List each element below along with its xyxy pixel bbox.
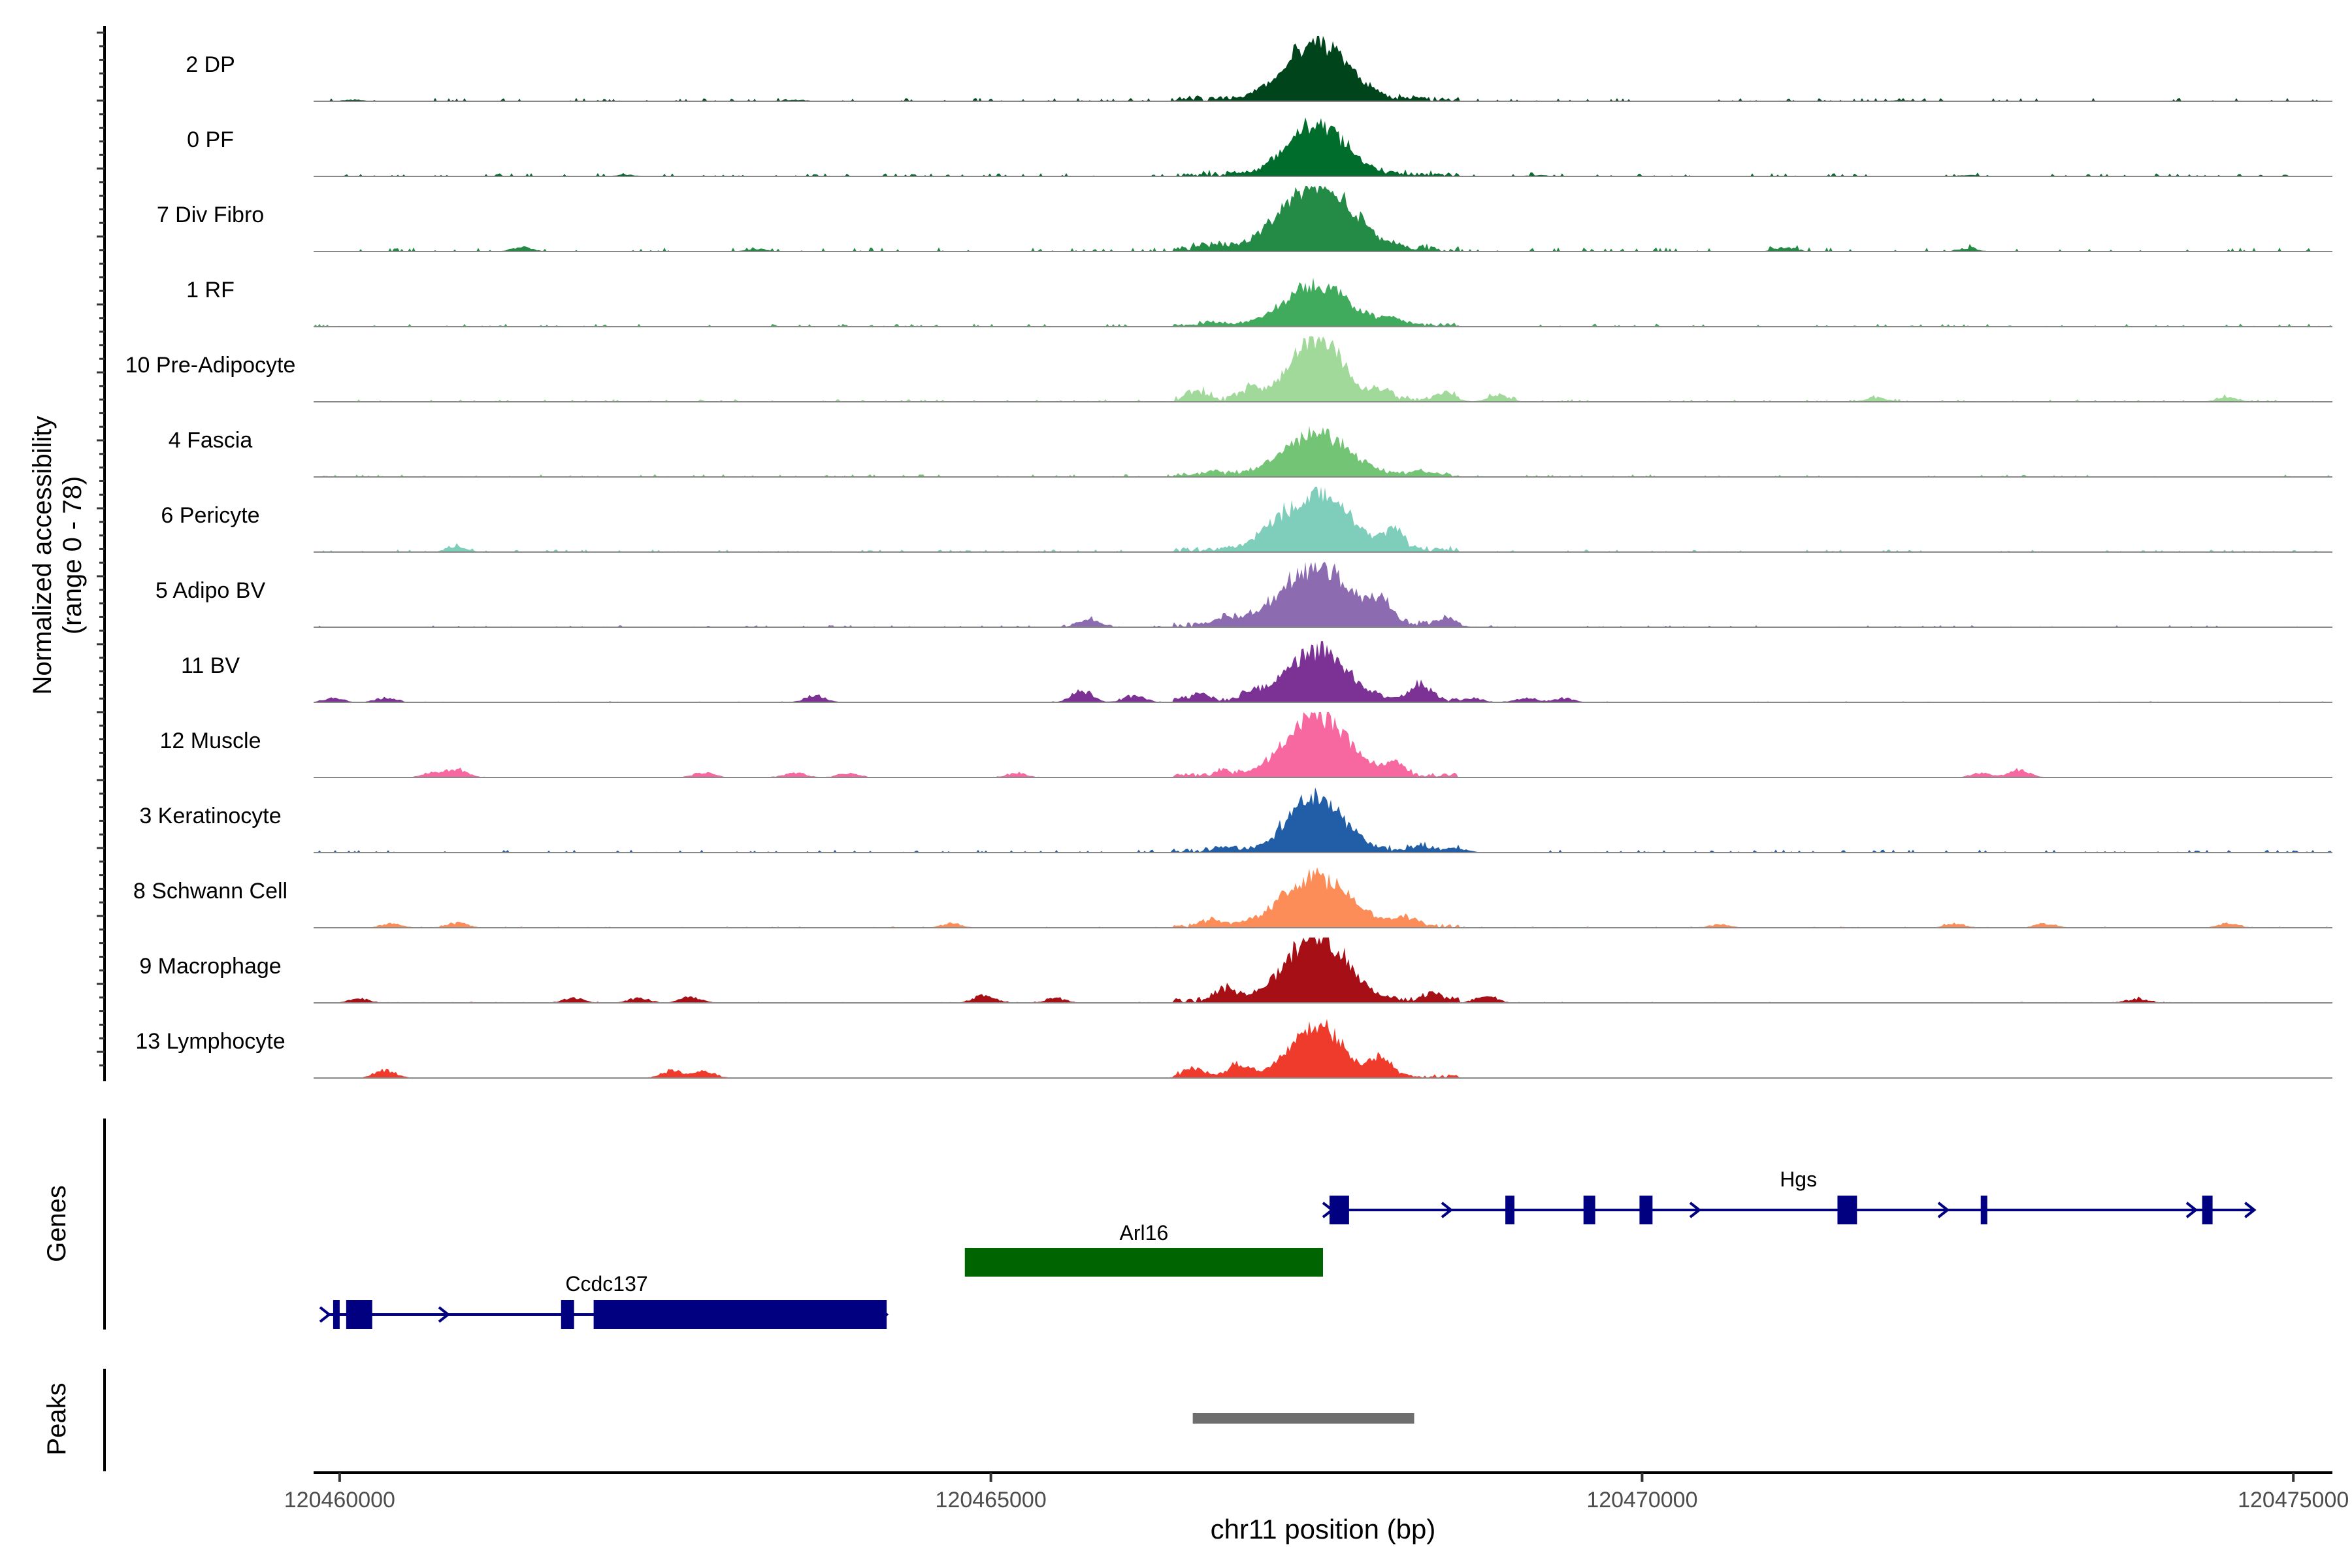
track-label: 11 BV: [181, 653, 240, 678]
strand-arrow: [2244, 1201, 2257, 1218]
track-1: 0 PF: [187, 117, 2332, 177]
gene-exon: [1837, 1196, 1857, 1224]
y-axis-title: Normalized accessibility: [28, 416, 57, 695]
gene-exon: [1583, 1196, 1595, 1224]
track-label: 10 Pre-Adipocyte: [125, 353, 296, 378]
track-0: 2 DP: [186, 36, 2332, 102]
peaks-panel-title: Peaks: [42, 1382, 71, 1455]
gene-name: Ccdc137: [565, 1272, 647, 1296]
gene-name: Arl16: [1120, 1221, 1169, 1245]
gene-arl16: Arl16: [964, 1221, 1323, 1277]
track-label: 0 PF: [187, 127, 234, 152]
strand-arrow: [1689, 1201, 1702, 1218]
track-label: 1 RF: [186, 278, 235, 302]
track-10: 3 Keratinocyte: [139, 787, 2332, 853]
peak-region: [1192, 1413, 1414, 1424]
peak-regions: [1192, 1413, 1414, 1424]
x-axis-ticks: 120460000 120465000 120470000 120475000: [284, 1473, 2349, 1512]
track-label: 5 Adipo BV: [155, 578, 266, 603]
gene-exon: [593, 1300, 887, 1329]
track-label: 2 DP: [186, 52, 235, 77]
track-5: 4 Fascia: [169, 425, 2332, 478]
strand-arrow: [2185, 1201, 2198, 1218]
gene-exon: [2202, 1196, 2213, 1224]
strand-arrow: [1441, 1201, 1454, 1218]
coverage-area: [314, 117, 2332, 176]
gene-exon: [1329, 1196, 1349, 1224]
strand-arrow: [319, 1306, 332, 1323]
genes-panel-title: Genes: [42, 1185, 71, 1262]
gene-exon: [333, 1300, 340, 1329]
track-label: 3 Keratinocyte: [139, 804, 281, 828]
coverage-area: [314, 938, 2332, 1003]
coverage-tracks-panel: Normalized accessibility (range 0 - 78) …: [28, 26, 2332, 1081]
coverage-y-ticks: [97, 31, 105, 1067]
gene-exon: [1980, 1196, 1987, 1224]
track-6: 6 Pericyte: [161, 487, 2332, 553]
gene-exon: [964, 1248, 1323, 1277]
gene-exon: [561, 1300, 574, 1329]
track-4: 10 Pre-Adipocyte: [125, 336, 2332, 402]
track-label: 6 Pericyte: [161, 503, 259, 528]
peaks-panel: Peaks: [42, 1369, 1414, 1471]
x-tick-label: 120470000: [1586, 1488, 1697, 1512]
strand-arrow: [438, 1306, 451, 1323]
gene-models: Hgs Arl16 Ccdc137: [319, 1168, 2257, 1329]
coverage-tracks: 2 DP 0 PF 7 Div Fibro 1 RF 10 Pre-Adipocyte 4…: [125, 36, 2332, 1079]
gene-ccdc137: Ccdc137: [319, 1272, 889, 1329]
track-12: 9 Macrophage: [139, 938, 2332, 1004]
track-label: 8 Schwann Cell: [133, 879, 287, 904]
x-tick-label: 120475000: [2238, 1488, 2349, 1512]
coverage-area: [314, 712, 2332, 777]
track-label: 9 Macrophage: [139, 954, 281, 979]
x-tick-label: 120465000: [936, 1488, 1047, 1512]
track-label: 12 Muscle: [160, 728, 261, 753]
track-2: 7 Div Fibro: [157, 186, 2332, 252]
x-tick-label: 120460000: [284, 1488, 395, 1512]
genes-panel: Genes Hgs Arl16 Ccdc137: [42, 1119, 2257, 1330]
track-8: 11 BV: [181, 641, 2332, 703]
track-label: 4 Fascia: [169, 428, 253, 453]
track-9: 12 Muscle: [160, 712, 2332, 778]
gene-hgs: Hgs: [1322, 1168, 2257, 1224]
coverage-area: [314, 641, 2332, 702]
coverage-area: [314, 36, 2332, 101]
gene-exon: [1505, 1196, 1515, 1224]
gene-name: Hgs: [1780, 1168, 1817, 1191]
track-11: 8 Schwann Cell: [133, 867, 2332, 928]
coverage-area: [314, 787, 2332, 853]
coverage-area: [314, 278, 2332, 327]
x-axis: 120460000 120465000 120470000 120475000 chr…: [284, 1471, 2349, 1544]
track-13: 13 Lymphocyte: [135, 1019, 2332, 1079]
x-axis-title: chr11 position (bp): [1211, 1514, 1436, 1544]
coverage-area: [314, 336, 2332, 402]
coverage-area: [314, 186, 2332, 252]
track-label: 7 Div Fibro: [157, 203, 264, 227]
coverage-area: [314, 867, 2332, 928]
coverage-area: [314, 1019, 2332, 1078]
coverage-area: [314, 487, 2332, 552]
y-axis-range: (range 0 - 78): [58, 476, 87, 634]
track-7: 5 Adipo BV: [155, 562, 2332, 628]
coverage-area: [314, 562, 2332, 627]
gene-exon: [346, 1300, 372, 1329]
coverage-area: [314, 425, 2332, 477]
track-label: 13 Lymphocyte: [135, 1029, 285, 1054]
gene-exon: [1639, 1196, 1653, 1224]
strand-arrow: [1937, 1201, 1950, 1218]
track-3: 1 RF: [186, 278, 2332, 327]
